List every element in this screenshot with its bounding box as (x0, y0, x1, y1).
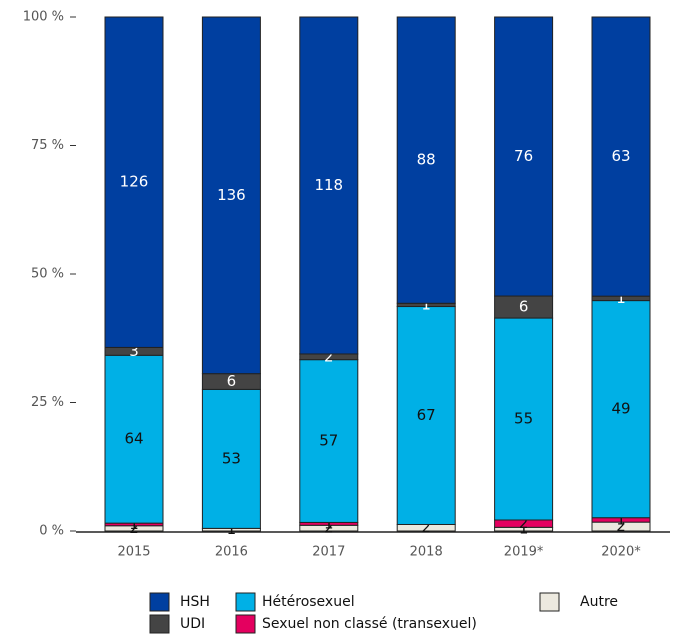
data-label: 2 (421, 518, 431, 536)
bar-segment (591, 16, 651, 297)
data-label: 76 (514, 147, 533, 165)
data-label: 67 (417, 406, 436, 424)
y-tick-label: 75 % (31, 138, 64, 153)
legend-label: UDI (180, 616, 205, 632)
bar-segment (396, 16, 456, 304)
bar-segment (396, 306, 456, 525)
data-label: 3 (129, 342, 139, 360)
x-tick-label: 2016 (215, 545, 248, 560)
data-label: 6 (519, 298, 529, 316)
x-tick-label: 2020* (601, 545, 641, 560)
data-label: 136 (217, 186, 246, 204)
legend-swatch (149, 614, 170, 634)
legend-swatch (539, 592, 560, 612)
data-label: 2 (324, 347, 334, 365)
data-label: 49 (611, 400, 630, 418)
legend-label: Autre (580, 594, 618, 610)
y-tick-label: 0 % (39, 524, 64, 539)
y-tick-label: 50 % (31, 267, 64, 282)
data-label: 53 (222, 449, 241, 467)
bar-segment (201, 388, 261, 529)
y-tick-label: 100 % (23, 10, 64, 25)
x-tick-label: 2019* (504, 545, 544, 560)
data-label: 64 (124, 430, 143, 448)
data-label: 55 (514, 410, 533, 428)
bar-segment (299, 16, 359, 355)
legend-swatch (149, 592, 170, 612)
data-label: 57 (319, 432, 338, 450)
data-label: 2 (129, 519, 139, 537)
bar-segment (299, 359, 359, 523)
x-tick-label: 2015 (117, 545, 150, 560)
y-tick-label: 25 % (31, 395, 64, 410)
data-label: 6 (227, 372, 237, 390)
bar-segment (201, 16, 261, 375)
data-label: 126 (120, 173, 149, 191)
data-label: 2 (616, 517, 626, 535)
bar-segment (494, 16, 554, 297)
legend-label: Sexuel non classé (transexuel) (262, 616, 477, 632)
legend-label: HSH (180, 594, 210, 610)
data-label: 1 (519, 520, 529, 538)
x-tick-label: 2018 (410, 545, 443, 560)
legend-swatch (235, 592, 256, 612)
data-label: 1 (129, 515, 139, 533)
data-label: 88 (417, 151, 436, 169)
data-label: 1 (324, 514, 334, 532)
data-label: 1 (616, 289, 626, 307)
bar-segment (494, 317, 554, 521)
data-label: 1 (421, 295, 431, 313)
data-label: 118 (314, 176, 343, 194)
bar-segment (104, 16, 164, 348)
bar-segment (591, 300, 651, 519)
data-label: 2 (519, 514, 529, 532)
data-label: 2 (324, 519, 334, 537)
legend-swatch (235, 614, 256, 634)
legend-label: Hétérosexuel (262, 594, 355, 610)
data-label: 63 (611, 147, 630, 165)
x-tick-label: 2017 (312, 545, 345, 560)
data-label: 1 (227, 520, 237, 538)
data-label: 1 (616, 510, 626, 528)
